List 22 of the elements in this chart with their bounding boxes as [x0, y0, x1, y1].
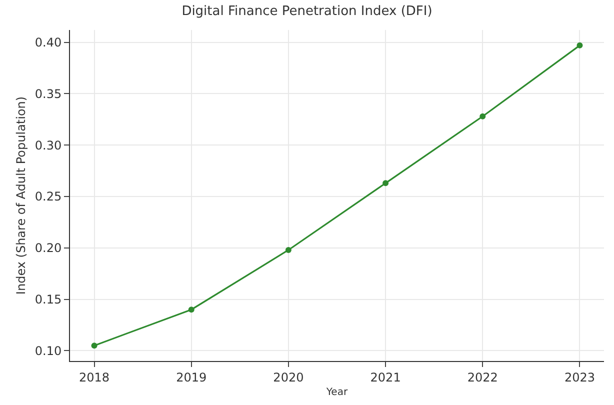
x-tick-label: 2018 — [78, 370, 110, 384]
point — [480, 113, 486, 120]
x-tick-label: 2023 — [564, 370, 596, 384]
point — [188, 306, 194, 313]
point — [576, 42, 583, 48]
y-tick-label: 0.40 — [34, 36, 62, 50]
y-tick-label: 0.30 — [34, 138, 62, 152]
x-tick-label: 2022 — [467, 370, 498, 384]
y-tick-label: 0.10 — [34, 344, 62, 358]
y-tick-label: 0.15 — [34, 292, 62, 307]
point — [285, 246, 292, 253]
y-tick-label: 0.20 — [34, 241, 62, 256]
point — [382, 180, 389, 186]
x-tick-label: 2019 — [176, 370, 207, 384]
point — [91, 342, 98, 349]
y-tick-label: 0.25 — [34, 190, 62, 204]
x-tick-label: 2021 — [370, 370, 401, 384]
y-axis-title: Index (Share of Adult Population) — [14, 96, 28, 295]
chart-title: Digital Finance Penetration Index (DFI) — [182, 4, 432, 20]
x-axis-title: Year — [325, 386, 348, 398]
x-tick-label: 2020 — [273, 370, 304, 384]
y-tick-label: 0.35 — [34, 86, 62, 101]
